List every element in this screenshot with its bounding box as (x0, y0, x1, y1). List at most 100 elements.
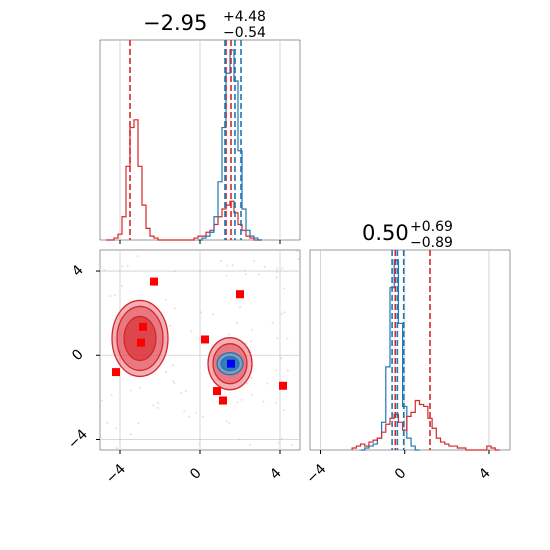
bg-point (99, 264, 102, 267)
bg-point (156, 406, 159, 409)
bg-point (173, 307, 176, 310)
bg-point (277, 441, 280, 444)
hist1-series-0 (106, 119, 262, 241)
red-square-marker-4 (201, 335, 209, 344)
bg-point (195, 411, 198, 414)
bg-point (121, 285, 124, 288)
bg-point (115, 427, 118, 430)
bg-point (296, 250, 299, 253)
red-square-marker-6 (279, 381, 287, 390)
bg-point (243, 269, 246, 272)
bg-point (173, 270, 176, 273)
bg-point (138, 386, 141, 389)
bg-point (172, 380, 175, 383)
bg-point (245, 381, 248, 384)
grid-layer (100, 40, 490, 450)
bg-point (103, 268, 106, 271)
bg-point (99, 266, 102, 269)
bg-point (126, 264, 129, 267)
bg-point (169, 324, 172, 327)
bg-point (164, 298, 167, 301)
bg-point (298, 404, 301, 407)
hist2-series-0 (360, 259, 420, 451)
red-square-marker-2 (137, 338, 145, 347)
bg-point (101, 399, 104, 402)
bg-point (266, 382, 269, 385)
title-param-2: 0.50 +0.69 −0.89 (362, 219, 453, 251)
bg-point (282, 409, 285, 412)
bg-point (190, 330, 193, 333)
bg-point (251, 393, 254, 396)
red-square-marker-3 (112, 368, 120, 377)
bg-point (199, 311, 202, 314)
tick-label-m2-x-1: 0 (392, 465, 410, 483)
bg-point (109, 295, 112, 298)
bg-point (121, 265, 124, 268)
bg-point (212, 313, 215, 316)
blue-square-marker (227, 359, 235, 368)
bg-point (262, 400, 265, 403)
bg-point (240, 398, 243, 401)
bg-point (275, 369, 278, 372)
bg-point (129, 389, 132, 392)
hist1-series-1 (198, 49, 262, 241)
tick-label-2d-x-2: 4 (267, 465, 285, 483)
bg-point (251, 328, 254, 331)
tick-label-2d-y-2: 4 (69, 262, 87, 280)
tick-label-2d-x-1: 0 (187, 465, 205, 483)
red-square-marker-7 (213, 387, 221, 396)
bg-point (171, 364, 174, 367)
bg-point (263, 265, 266, 268)
bg-point (220, 259, 223, 262)
title-1-minus: −0.54 (223, 25, 266, 41)
bg-point (239, 306, 242, 309)
tick-label-2d-y-1: 0 (69, 346, 87, 364)
bg-point (280, 438, 283, 441)
hist2-series-1 (351, 399, 500, 451)
bg-point (238, 438, 241, 441)
bg-point (275, 276, 278, 279)
bg-point (183, 410, 186, 413)
bg-point (225, 274, 228, 277)
histogram-2 (351, 250, 500, 451)
bg-point (115, 447, 118, 450)
bg-point (198, 337, 201, 340)
bg-point (184, 390, 187, 393)
bg-point (286, 369, 289, 372)
bg-point (225, 420, 228, 423)
bg-point (228, 421, 231, 424)
bg-point (231, 264, 234, 267)
bg-point (281, 312, 284, 315)
bg-point (152, 404, 155, 407)
bg-point (280, 357, 283, 360)
bg-point (283, 311, 286, 314)
red-square-marker-1 (139, 322, 147, 331)
title-1-value: −2.95 (143, 11, 207, 35)
bg-point (257, 273, 260, 276)
tick-label-m2-x-2: 4 (476, 465, 494, 483)
scatter-contour-2d (99, 250, 301, 451)
bg-point (275, 270, 278, 273)
bg-point (106, 421, 109, 424)
bg-point (297, 258, 300, 261)
histogram-1 (106, 40, 262, 241)
tick-label-2d-x-0: −4 (103, 461, 129, 487)
bg-point (249, 443, 252, 446)
title-2-value: 0.50 (362, 221, 409, 245)
bg-point (236, 401, 239, 404)
bg-point (114, 294, 117, 297)
bg-point (276, 337, 279, 340)
bg-point (290, 443, 293, 446)
title-2-plus: +0.69 (410, 219, 453, 235)
bg-point (180, 392, 183, 395)
bg-point (250, 376, 253, 379)
bg-point (226, 264, 229, 267)
bg-point (244, 342, 247, 345)
bg-point (253, 259, 256, 262)
tick-label-2d-y-0: −4 (65, 426, 91, 452)
contour-red-left-inner (123, 315, 157, 362)
red-square-marker-8 (219, 396, 227, 405)
bg-point (110, 394, 113, 397)
panel-marginal-2-frame (309, 249, 511, 451)
